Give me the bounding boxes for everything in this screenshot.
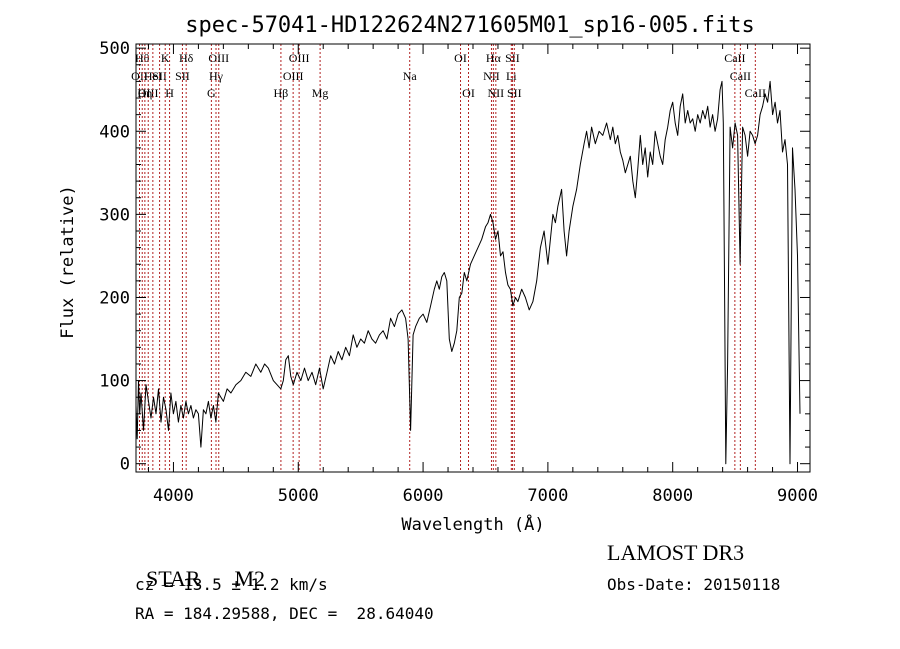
- marker-label-10: G: [207, 86, 216, 100]
- y-tick-label-5: 500: [99, 39, 130, 59]
- marker-label-0: OII: [131, 69, 148, 83]
- marker-label-18: OI: [454, 51, 467, 65]
- y-tick-label-0: 0: [120, 455, 130, 475]
- x-tick-label-1: 5000: [278, 486, 319, 506]
- marker-label-19: OI: [462, 86, 475, 100]
- marker-label-8: SII: [175, 69, 190, 83]
- axes: 4000 5000 6000 7000 8000 9000 0 100 200 300 400 500: [99, 39, 818, 506]
- redshift-readout: cz = 13.5 ± 1.2 km/s: [135, 575, 328, 594]
- y-tick-label-1: 100: [99, 372, 130, 392]
- marker-label-27: CaII: [730, 69, 751, 83]
- marker-label-11: Hγ: [209, 69, 224, 83]
- marker-label-17: Na: [403, 69, 418, 83]
- x-axis-label: Wavelength (Å): [401, 513, 544, 535]
- chart-title: spec-57041-HD122624N271605M01_sp16-005.f…: [185, 13, 755, 38]
- marker-label-13: Hβ: [274, 86, 289, 100]
- y-tick-label-3: 300: [99, 205, 130, 225]
- marker-label-28: CaII: [745, 86, 766, 100]
- marker-label-16: Mg: [312, 86, 329, 100]
- marker-label-23: Li: [506, 69, 517, 83]
- marker-label-3: OIII: [138, 86, 159, 100]
- marker-label-21: Hα: [486, 51, 502, 65]
- x-tick-label-4: 8000: [652, 486, 693, 506]
- spectrum-line-0: [135, 80, 801, 465]
- marker-label-26: CaII: [724, 51, 745, 65]
- x-tick-label-0: 4000: [153, 486, 194, 506]
- marker-label-15: OIII: [289, 51, 310, 65]
- marker-label-12: OIII: [208, 51, 229, 65]
- x-tick-label-3: 7000: [527, 486, 568, 506]
- marker-label-9: Hδ: [179, 51, 194, 65]
- line-markers: OIIHθHηOIIIHeISIIKHSIIHδGHγOIIIHβOIIIOII…: [131, 44, 766, 472]
- marker-label-7: H: [165, 86, 174, 100]
- x-tick-label-2: 6000: [403, 486, 444, 506]
- x-tick-label-5: 9000: [777, 486, 818, 506]
- marker-label-1: Hθ: [135, 51, 150, 65]
- obs-date: Obs-Date: 20150118: [607, 575, 781, 594]
- marker-label-6: K: [161, 51, 170, 65]
- y-tick-label-4: 400: [99, 122, 130, 142]
- spectral-class: STAR M2: [135, 540, 265, 592]
- y-tick-label-2: 200: [99, 288, 130, 308]
- y-axis-label: Flux (relative): [58, 185, 78, 339]
- marker-label-22: NII: [488, 86, 505, 100]
- subclass-label: M2: [234, 566, 266, 591]
- coordinates-readout: RA = 184.29588, DEC = 28.64040: [135, 604, 434, 623]
- marker-label-14: OIII: [283, 69, 304, 83]
- marker-label-24: SII: [505, 51, 520, 65]
- class-label: STAR: [146, 566, 201, 591]
- marker-label-25: SII: [507, 86, 522, 100]
- spectrum-series: [135, 80, 801, 465]
- marker-label-5: SII: [152, 69, 167, 83]
- survey-label: LAMOST DR3: [607, 540, 745, 565]
- marker-label-4: HeI: [144, 69, 162, 83]
- marker-label-20: NII: [483, 69, 500, 83]
